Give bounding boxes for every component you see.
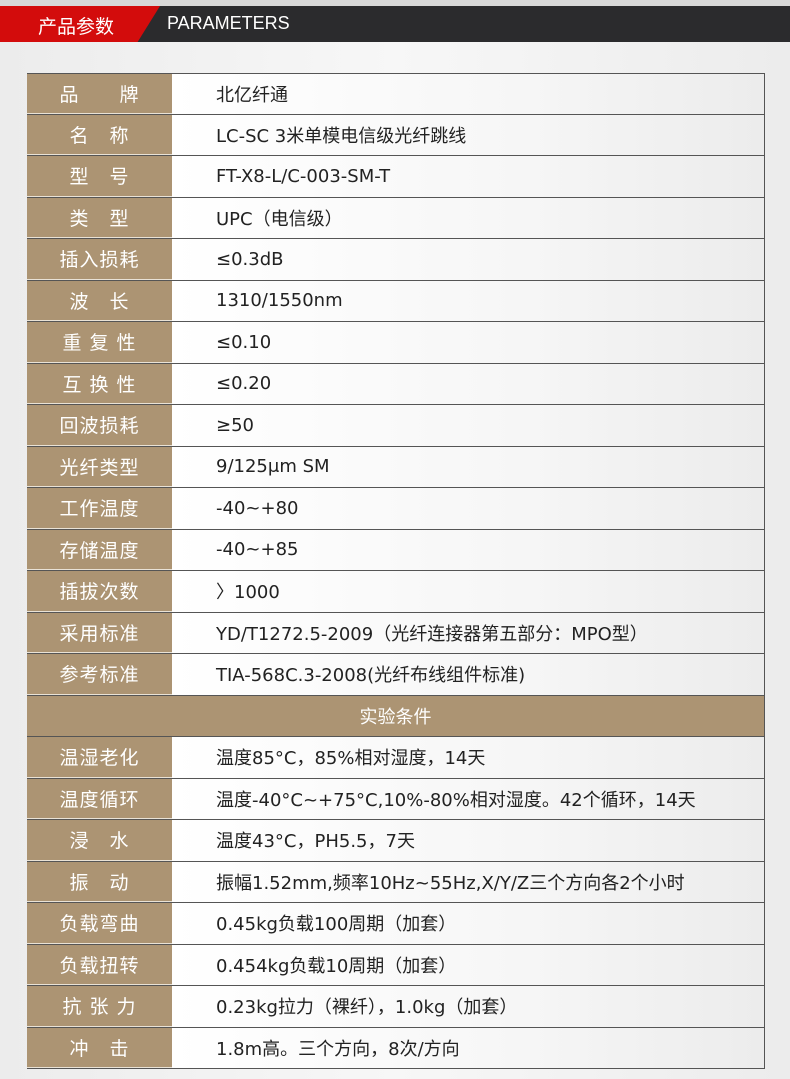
table-row: 采用标准 YD/T1272.5-2009（光纤连接器第五部分：MPO型） [27,612,764,654]
row-label: 温度循环 [27,778,172,819]
row-value: 1310/1550nm [172,280,764,321]
row-label: 工作温度 [27,488,172,529]
row-label: 波 长 [27,280,172,321]
table-row: 名 称 LC-SC 3米单模电信级光纤跳线 [27,114,764,156]
row-label: 冲 击 [27,1027,172,1068]
table-row: 插拔次数 〉1000 [27,571,764,613]
row-value: 1.8m高。三个方向，8次/方向 [172,1027,764,1068]
row-label: 品 牌 [27,74,172,114]
row-value: ≤0.3dB [172,239,764,280]
row-label: 抗 张 力 [27,986,172,1027]
row-value: 温度85°C，85%相对湿度，14天 [172,737,764,778]
table-row: 存储温度 -40~+85 [27,529,764,571]
row-label: 存储温度 [27,529,172,570]
row-label: 插拔次数 [27,571,172,612]
table-row: 型 号 FT-X8-L/C-003-SM-T [27,156,764,198]
row-label: 名 称 [27,114,172,155]
table-row: 回波损耗 ≥50 [27,405,764,447]
table-row: 工作温度 -40~+80 [27,488,764,530]
table-row: 抗 张 力 0.23kg拉力（裸纤），1.0kg（加套） [27,986,764,1028]
row-value: 9/125μm SM [172,446,764,487]
table-row: 参考标准 TIA-568C.3-2008(光纤布线组件标准) [27,654,764,696]
row-label: 采用标准 [27,612,172,653]
row-label: 负载扭转 [27,944,172,985]
row-label: 回波损耗 [27,405,172,446]
row-value: ≥50 [172,405,764,446]
section-header: 产品参数 PARAMETERS [0,6,790,42]
row-value: LC-SC 3米单模电信级光纤跳线 [172,114,764,155]
row-value: 〉1000 [172,571,764,612]
table-row: 类 型 UPC（电信级） [27,197,764,239]
row-label: 型 号 [27,156,172,197]
row-label: 插入损耗 [27,239,172,280]
section-title: 实验条件 [27,695,764,737]
table-row: 插入损耗 ≤0.3dB [27,239,764,281]
table-row: 光纤类型 9/125μm SM [27,446,764,488]
row-value: 振幅1.52mm,频率10Hz~55Hz,X/Y/Z三个方向各2个小时 [172,861,764,902]
top-strip [0,0,790,6]
row-label: 互 换 性 [27,363,172,404]
row-value: 温度43°C，PH5.5，7天 [172,820,764,861]
row-value: -40~+80 [172,488,764,529]
row-value: 0.45kg负载100周期（加套） [172,903,764,944]
table-row: 温度循环 温度-40°C~+75°C,10%-80%相对湿度。42个循环，14天 [27,778,764,820]
table-row: 波 长 1310/1550nm [27,280,764,322]
table-row: 负载弯曲 0.45kg负载100周期（加套） [27,903,764,945]
table-row: 品 牌北亿纤通 [27,73,764,115]
row-label: 负载弯曲 [27,903,172,944]
row-value: ≤0.20 [172,363,764,404]
row-label: 重 复 性 [27,322,172,363]
row-label: 振 动 [27,861,172,902]
table-row: 负载扭转 0.454kg负载10周期（加套） [27,944,764,986]
row-value: 0.454kg负载10周期（加套） [172,944,764,985]
table-row: 振 动振幅1.52mm,频率10Hz~55Hz,X/Y/Z三个方向各2个小时 [27,861,764,903]
row-value: 温度-40°C~+75°C,10%-80%相对湿度。42个循环，14天 [172,778,764,819]
row-value: YD/T1272.5-2009（光纤连接器第五部分：MPO型） [172,612,764,653]
parameters-table: 品 牌北亿纤通名 称 LC-SC 3米单模电信级光纤跳线型 号 FT-X8-L/C-… [27,73,765,1069]
header-red-tab [0,6,160,42]
row-value: UPC（电信级） [172,197,764,238]
header-title-cn: 产品参数 [38,16,115,38]
table-row: 温湿老化 温度85°C，85%相对湿度，14天 [27,737,764,779]
row-label: 光纤类型 [27,446,172,487]
row-label: 类 型 [27,197,172,238]
table-row: 互 换 性 ≤0.20 [27,363,764,405]
row-value: -40~+85 [172,529,764,570]
table-row: 浸 水温度43°C，PH5.5，7天 [27,820,764,862]
row-value: FT-X8-L/C-003-SM-T [172,156,764,197]
row-label: 浸 水 [27,820,172,861]
table-row: 重 复 性 ≤0.10 [27,322,764,364]
header-title-en: PARAMETERS [167,13,290,33]
row-label: 温湿老化 [27,737,172,778]
table-row: 冲 击 1.8m高。三个方向，8次/方向 [27,1027,764,1069]
row-value: 北亿纤通 [172,74,764,114]
row-label: 参考标准 [27,654,172,695]
row-value: TIA-568C.3-2008(光纤布线组件标准) [172,654,764,695]
row-value: ≤0.10 [172,322,764,363]
row-value: 0.23kg拉力（裸纤），1.0kg（加套） [172,986,764,1027]
